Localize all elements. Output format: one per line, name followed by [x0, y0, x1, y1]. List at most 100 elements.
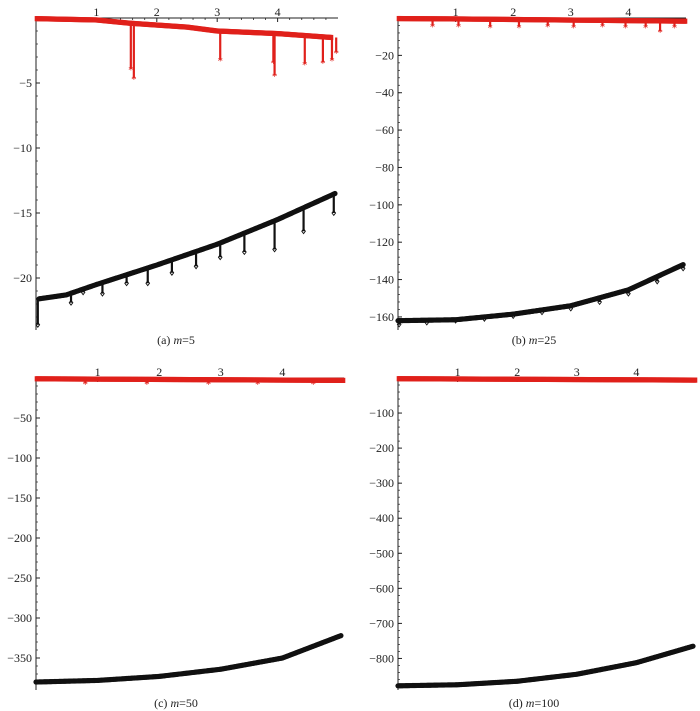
y-tick-label: −400 — [369, 511, 394, 525]
y-tick-label: −700 — [369, 616, 394, 630]
dip-point: * — [128, 65, 134, 77]
dip-point — [35, 321, 41, 328]
series-1 — [395, 643, 696, 689]
x-tick-label: 4 — [275, 5, 281, 19]
y-tick-label: −800 — [369, 651, 394, 665]
dip-point: * — [600, 21, 606, 33]
dip-point — [510, 312, 516, 320]
dip-point — [453, 317, 458, 324]
dip-point — [124, 280, 129, 287]
dip-point: * — [271, 58, 277, 70]
dip-point: * — [320, 58, 326, 70]
dip-point: * — [131, 74, 137, 86]
y-tick-label: −20 — [375, 48, 394, 62]
y-tick-label: −100 — [369, 406, 394, 420]
dip-point: * — [83, 379, 89, 391]
dip-point: * — [310, 379, 316, 391]
dip-point — [424, 319, 430, 326]
dip-point — [331, 209, 337, 217]
dip-point: * — [623, 22, 629, 34]
dip-point: * — [456, 21, 462, 33]
dip-point: * — [206, 379, 212, 391]
dip-point: * — [571, 22, 577, 34]
dip-point — [100, 290, 105, 297]
dip-point — [145, 280, 151, 287]
dip-point: * — [255, 379, 261, 391]
dip-point — [272, 246, 277, 253]
data-point — [690, 643, 696, 649]
y-tick-label: −10 — [13, 141, 32, 155]
dip-point — [68, 299, 74, 306]
dip-point: * — [487, 22, 493, 34]
dip-point — [242, 248, 247, 256]
data-point — [694, 377, 698, 383]
dip-point: * — [272, 71, 278, 83]
dip-point: * — [545, 21, 551, 33]
panel-c-chart: 1 2 3 4 −50 −100 −150 −200 −250 −300 −350 * * * * * — [7, 365, 346, 690]
y-tick-label: −60 — [375, 123, 394, 137]
y-tick-label: −500 — [369, 546, 394, 560]
y-tick-label: −150 — [7, 491, 32, 505]
y-tick-label: −80 — [375, 160, 394, 174]
x-tick-label: 2 — [154, 5, 160, 19]
y-tick-label: −120 — [369, 235, 394, 249]
dip-point: * — [333, 48, 339, 60]
dip-point — [301, 228, 306, 235]
x-tick-label: 1 — [453, 5, 459, 19]
series-1 — [395, 262, 686, 328]
dip-point — [654, 278, 660, 285]
x-tick-label: 2 — [510, 5, 516, 19]
y-tick-label: −300 — [7, 611, 32, 625]
x-tick-label: 2 — [156, 365, 162, 379]
dip-point: * — [643, 22, 649, 34]
panel-d-chart: 1 2 3 4 −100 −200 −300 −400 −500 −600 −700 −800 — [369, 365, 698, 690]
dip-point — [193, 263, 199, 270]
y-tick-label: −200 — [7, 531, 32, 545]
dip-point: * — [657, 27, 663, 39]
dip-point: * — [144, 379, 150, 391]
series-1 — [33, 633, 344, 685]
y-tick-label: −600 — [369, 581, 394, 595]
y-tick-label: −100 — [369, 198, 394, 212]
y-tick-label: −300 — [369, 476, 394, 490]
dip-point — [80, 289, 86, 296]
dip-point: * — [329, 56, 335, 68]
series-1 — [35, 190, 338, 328]
y-tick-label: −200 — [369, 441, 394, 455]
y-tick-label: −50 — [13, 411, 32, 425]
y-tick-label: −250 — [7, 571, 32, 585]
dip-point: * — [217, 56, 223, 68]
caption-b: (b) m=25 — [511, 333, 557, 347]
series-0: * * * * * — [34, 376, 346, 391]
dip-point: * — [516, 22, 522, 34]
dip-point — [539, 309, 545, 316]
data-point — [684, 18, 688, 24]
dip-point — [396, 321, 402, 328]
x-tick-label: 4 — [279, 365, 285, 379]
dip-point — [597, 298, 602, 306]
dip-point — [568, 305, 574, 312]
series-0: * * * * * * * * * * * — [396, 15, 688, 39]
x-tick-label: 1 — [93, 5, 99, 19]
dip-point — [626, 290, 631, 297]
x-tick-label: 2 — [514, 365, 520, 379]
dip-point: * — [302, 60, 308, 72]
data-point — [342, 377, 346, 383]
y-tick-label: −350 — [7, 651, 32, 665]
x-tick-label: 1 — [455, 365, 461, 379]
caption-d: (d) m=100 — [508, 696, 560, 710]
dip-point: * — [672, 22, 678, 34]
y-tick-label: −40 — [375, 86, 394, 100]
y-tick-label: −15 — [13, 206, 32, 220]
y-tick-label: −160 — [369, 310, 394, 324]
x-tick-label: 3 — [574, 365, 580, 379]
x-tick-label: 3 — [214, 5, 220, 19]
x-tick-label: 1 — [95, 365, 101, 379]
series-0 — [396, 376, 698, 383]
dip-point — [217, 254, 223, 261]
dip-point: * — [430, 21, 436, 33]
y-tick-label: −140 — [369, 273, 394, 287]
dip-point — [680, 265, 686, 272]
caption-a: (a) m=5 — [157, 333, 195, 347]
